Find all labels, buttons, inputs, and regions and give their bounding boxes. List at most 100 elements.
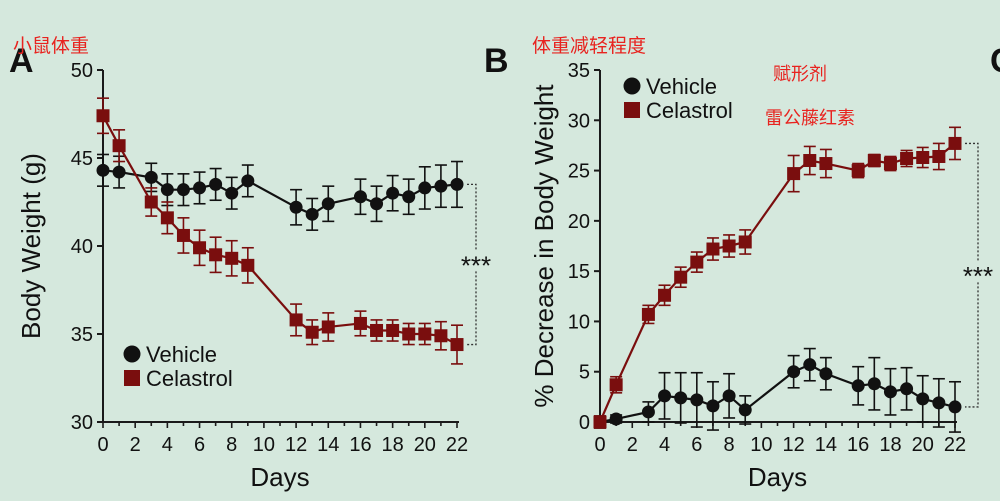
- data-point: [241, 258, 255, 272]
- x-tick-label: 10: [253, 434, 275, 456]
- series-line: [102, 115, 458, 346]
- x-tick-label: 2: [130, 434, 141, 456]
- legend-label: Vehicle: [646, 74, 717, 99]
- x-tick-label: 2: [627, 434, 638, 456]
- data-point: [803, 154, 817, 168]
- x-tick-label: 8: [724, 434, 735, 456]
- data-point: [305, 207, 319, 221]
- legend-label: Celastrol: [646, 98, 733, 123]
- data-point: [289, 313, 303, 327]
- y-axis-title: % Decrease in Body Weight: [529, 84, 559, 408]
- data-point: [932, 396, 946, 410]
- y-tick-label: 0: [579, 412, 590, 434]
- series-celastrol: [96, 97, 464, 365]
- data-point: [305, 325, 319, 339]
- x-axis-title: Days: [748, 462, 807, 492]
- data-point: [370, 323, 384, 337]
- y-tick-label: 15: [568, 261, 590, 283]
- data-point: [722, 239, 736, 253]
- data-point: [658, 288, 672, 302]
- panel-letter-c-partial: C: [990, 42, 1000, 80]
- data-point: [900, 152, 914, 166]
- annotation-celastrol-cn: 雷公藤红素: [765, 108, 855, 129]
- data-point: [819, 157, 833, 171]
- data-point: [402, 327, 416, 341]
- series-line: [598, 142, 956, 423]
- data-point: [609, 378, 623, 392]
- data-point: [819, 367, 833, 381]
- data-point: [96, 163, 110, 177]
- y-axis-title: Body Weight (g): [16, 153, 46, 339]
- y-tick-label: 40: [71, 236, 93, 258]
- chart-panel-a: 30 35 40 45 50 0 2 4 6 8 10 12 14 16 18 20 22 Days Body We…: [16, 60, 493, 492]
- data-point: [96, 109, 110, 123]
- data-point: [112, 139, 126, 153]
- data-point: [321, 197, 335, 211]
- data-point: [787, 365, 801, 379]
- y-tick-label: 20: [568, 211, 590, 233]
- data-point: [144, 170, 158, 184]
- data-point: [674, 391, 688, 405]
- data-point: [851, 379, 865, 393]
- data-point: [386, 323, 400, 337]
- x-tick-label: 18: [382, 434, 404, 456]
- data-point: [867, 377, 881, 391]
- x-tick-label: 22: [446, 434, 468, 456]
- legend-marker-square: [624, 102, 640, 118]
- legend-label: Vehicle: [146, 342, 217, 367]
- data-point: [353, 316, 367, 330]
- significance-label: ***: [461, 250, 491, 280]
- data-point: [370, 197, 384, 211]
- x-tick-label: 20: [912, 434, 934, 456]
- data-point: [160, 211, 174, 225]
- annotation-vehicle-cn: 赋形剂: [773, 64, 827, 85]
- panel-letter-a: A: [9, 42, 34, 80]
- x-tick-label: 6: [691, 434, 702, 456]
- data-point: [321, 320, 335, 334]
- data-point: [916, 150, 930, 164]
- data-point: [609, 412, 623, 426]
- y-tick-label: 35: [568, 60, 590, 82]
- x-tick-label: 16: [349, 434, 371, 456]
- x-tick-label: 10: [750, 434, 772, 456]
- data-point: [386, 186, 400, 200]
- x-tick-label: 0: [594, 434, 605, 456]
- data-point: [402, 190, 416, 204]
- data-point: [434, 329, 448, 343]
- x-axis-title: Days: [250, 462, 309, 492]
- annotation-b: 体重减轻程度: [532, 35, 646, 57]
- data-point: [176, 228, 190, 242]
- significance-mask: [961, 261, 995, 282]
- y-tick-label: 30: [568, 110, 590, 132]
- data-point: [434, 179, 448, 193]
- data-point: [225, 251, 239, 265]
- y-tick-label: 5: [579, 362, 590, 384]
- data-point: [674, 270, 688, 284]
- significance-label: ***: [963, 261, 993, 291]
- y-tick-label: 25: [568, 161, 590, 183]
- data-point: [418, 327, 432, 341]
- data-point: [690, 393, 704, 407]
- x-tick-label: 16: [847, 434, 869, 456]
- data-point: [144, 195, 158, 209]
- data-point: [690, 255, 704, 269]
- x-tick-label: 6: [194, 434, 205, 456]
- data-point: [209, 248, 223, 262]
- x-tick-label: 12: [285, 434, 307, 456]
- x-tick-label: 4: [659, 434, 670, 456]
- annotation-a: 小鼠体重: [13, 35, 89, 57]
- x-tick-label: 0: [97, 434, 108, 456]
- x-tick-label: 12: [783, 434, 805, 456]
- data-point: [176, 183, 190, 197]
- data-point: [450, 177, 464, 191]
- data-point: [289, 200, 303, 214]
- data-point: [803, 358, 817, 372]
- panel-letter-b: B: [484, 42, 509, 80]
- data-point: [706, 242, 720, 256]
- data-point: [916, 392, 930, 406]
- data-point: [706, 399, 720, 413]
- data-point: [738, 235, 752, 249]
- x-tick-label: 18: [879, 434, 901, 456]
- data-point: [225, 186, 239, 200]
